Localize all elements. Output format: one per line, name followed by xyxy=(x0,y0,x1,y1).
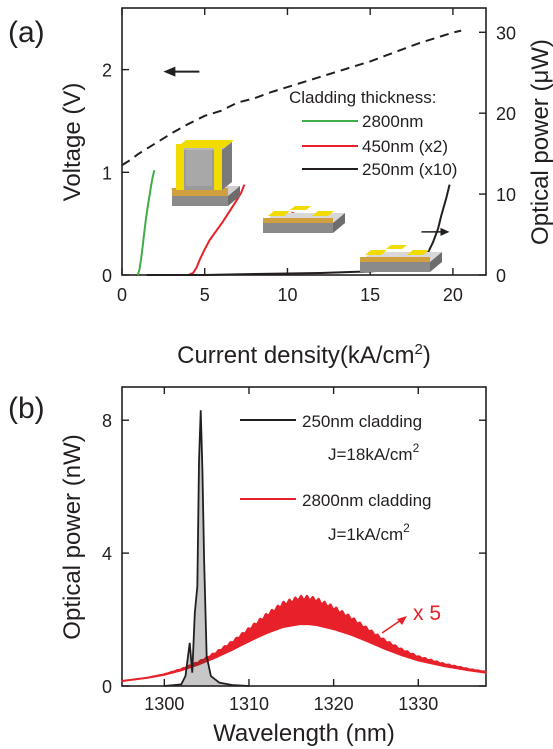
x-tick-label: 0 xyxy=(117,285,127,305)
legend-note-250nm-cladding: J=18kA/cm2 xyxy=(328,441,420,464)
legend-label-450nm: 450nm (x2) xyxy=(362,137,448,156)
panel-b-legend: 250nm cladding J=18kA/cm2 2800nm claddin… xyxy=(240,412,431,544)
device-inset-2800nm xyxy=(172,140,240,206)
scale-arrow-head xyxy=(397,616,407,625)
panel-b-lines xyxy=(121,410,487,687)
legend-note-2800nm-cladding: J=1kA/cm2 xyxy=(328,521,410,544)
y-tick-label: 0 xyxy=(102,677,112,697)
annotation-arrow-right-3 xyxy=(421,227,450,236)
legend-title: Cladding thickness: xyxy=(289,88,436,107)
legend-label-250nm-cladding: 250nm cladding xyxy=(302,412,422,431)
scale-factor-label: x 5 xyxy=(413,602,441,625)
x-tick-label: 1330 xyxy=(398,694,438,714)
x-tick-label: 1310 xyxy=(229,694,269,714)
y-tick-label: 1 xyxy=(102,163,112,183)
x-tick-label: 1300 xyxy=(144,694,184,714)
panel-b-label: (b) xyxy=(8,392,45,425)
y-tick-label: 0 xyxy=(102,266,112,286)
series-line-2800nm xyxy=(136,170,156,276)
x-tick-label: 15 xyxy=(360,285,380,305)
y2-tick-label: 10 xyxy=(496,185,516,205)
legend-label-2800nm-cladding: 2800nm cladding xyxy=(302,491,431,510)
panel-a-frame xyxy=(121,7,487,276)
panel-a-x-axis-title: Current density(kA/cm2) xyxy=(177,341,431,369)
series-area-2800nm-cladding xyxy=(121,594,487,682)
y2-tick-label: 20 xyxy=(496,104,516,124)
device-inset-450nm xyxy=(263,206,345,233)
device-inset-250nm xyxy=(360,245,442,272)
y-tick-label: 4 xyxy=(102,544,112,564)
y-tick-label: 2 xyxy=(102,61,112,81)
annotation-arrow-left-0 xyxy=(163,66,200,77)
x-tick-label: 5 xyxy=(200,285,210,305)
series-line-450nm-x2- xyxy=(171,184,246,276)
panel-b-frame xyxy=(121,386,487,687)
panel-a-y2-axis-title: Optical power (μW) xyxy=(527,39,553,245)
panel-b-ticks: 1300 1310 1320 1330 0 4 8 xyxy=(102,387,486,714)
panel-a-legend: Cladding thickness: 2800nm 450nm (x2) 25… xyxy=(289,88,457,179)
panel-b-y-axis-title: Optical power (nW) xyxy=(59,434,86,639)
series-line-2800nm-cladding xyxy=(121,605,487,683)
legend-label-250nm: 250nm (x10) xyxy=(362,160,457,179)
x-tick-label: 1320 xyxy=(314,694,354,714)
panel-a-y-axis-title: Voltage (V) xyxy=(59,83,86,202)
panel-b-x-axis-title: Wavelength (nm) xyxy=(213,720,395,747)
series-line-voltage xyxy=(121,29,462,166)
y2-tick-label: 0 xyxy=(496,266,506,286)
panel-a-label: (a) xyxy=(8,16,45,49)
legend-label-2800nm: 2800nm xyxy=(362,112,423,131)
x-tick-label: 10 xyxy=(277,285,297,305)
y2-tick-label: 30 xyxy=(496,23,516,43)
x-tick-label: 20 xyxy=(443,285,463,305)
series-line-250nm-cladding xyxy=(164,410,250,687)
y-tick-label: 8 xyxy=(102,411,112,431)
